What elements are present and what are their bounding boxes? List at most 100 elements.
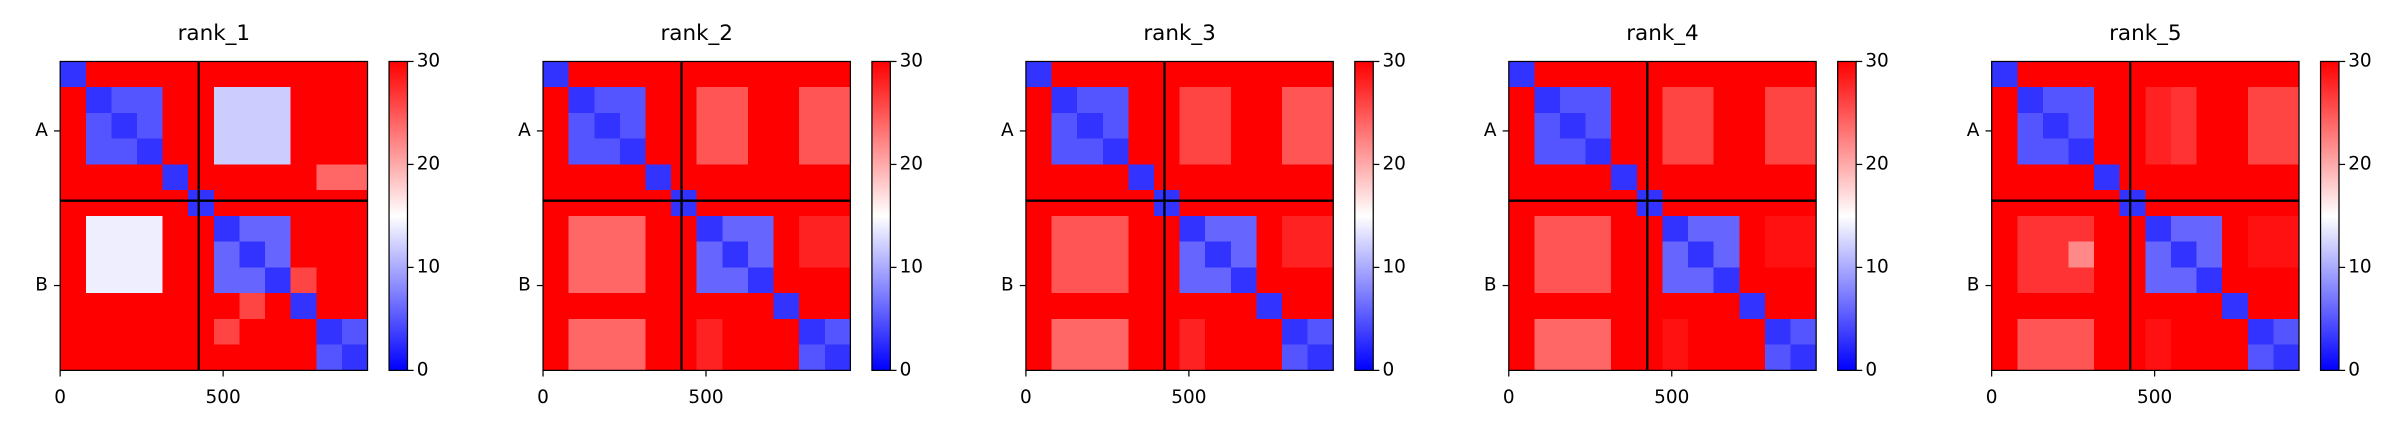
heatmap-cell [162, 241, 189, 268]
heatmap-cell [2119, 241, 2146, 268]
heatmap-cell [2196, 61, 2223, 88]
heatmap-cell [824, 267, 851, 294]
heatmap-cell [2273, 241, 2300, 268]
heatmap-cell [722, 112, 749, 140]
heatmap-cell [1764, 267, 1792, 294]
heatmap-cell [747, 241, 775, 268]
heatmap-cell [1560, 344, 1587, 371]
heatmap-cell [1282, 164, 1309, 191]
heatmap-cell [1585, 318, 1612, 346]
panel: rank_4 0 500 A B 0 10 20 30 [1484, 21, 1889, 408]
heatmap-cell [213, 61, 240, 88]
heatmap-cell [1256, 190, 1283, 217]
heatmap-cell [1534, 241, 1561, 268]
heatmap-cell [1025, 190, 1052, 217]
heatmap-cell [1991, 241, 2018, 268]
heatmap-cell [619, 190, 646, 217]
heatmap-cell [2145, 241, 2172, 268]
heatmap-cell [2247, 318, 2274, 346]
heatmap-cell [2017, 138, 2044, 165]
heatmap-cell [1991, 318, 2018, 346]
heatmap-cell [1179, 318, 1206, 346]
heatmap-cell [316, 318, 343, 346]
heatmap-cell [137, 87, 164, 114]
heatmap-cell [2068, 164, 2095, 191]
heatmap-cell [2042, 318, 2069, 346]
heatmap-cell [1611, 344, 1638, 371]
heatmap-cell [2273, 61, 2300, 88]
heatmap-cell [162, 318, 189, 346]
heatmap-cell [1636, 164, 1663, 191]
heatmap-cell [2119, 190, 2146, 217]
heatmap-cell [2247, 112, 2274, 140]
heatmap-cell [1636, 267, 1663, 294]
heatmap-cell [1636, 344, 1663, 371]
heatmap-cell [594, 164, 621, 191]
heatmap-cell [188, 164, 215, 191]
heatmap-cell [1307, 241, 1334, 268]
colorbar-tick-label: 30 [1865, 50, 1888, 71]
heatmap-cell [1764, 61, 1792, 88]
colorbar-tick-label: 10 [417, 256, 440, 277]
heatmap-cell [2017, 215, 2044, 243]
y-tick-label: A [518, 120, 531, 141]
heatmap-cell [1256, 87, 1283, 114]
heatmap-cell [2145, 138, 2172, 165]
heatmap-cell [671, 241, 698, 268]
heatmap-cell [773, 112, 800, 140]
heatmap-cell [722, 241, 749, 268]
heatmap-cell [1764, 215, 1792, 243]
heatmap-cell [2042, 164, 2069, 191]
heatmap-cell [1077, 61, 1104, 88]
heatmap-cell [1688, 293, 1715, 320]
heatmap-cell [1790, 241, 1817, 268]
heatmap-cell [2170, 293, 2198, 320]
heatmap-cell [2094, 293, 2121, 320]
heatmap-cell [799, 112, 826, 140]
heatmap-cell [1508, 138, 1535, 165]
heatmap-cell [1282, 190, 1309, 217]
heatmap-cell [1256, 215, 1283, 243]
heatmap-cell [2094, 138, 2121, 165]
y-tick-label: B [1967, 275, 1980, 296]
heatmap-cell [1611, 138, 1638, 165]
heatmap-cell [316, 112, 343, 140]
heatmap-cell [2273, 112, 2300, 140]
heatmap-cell [1102, 293, 1129, 320]
y-tick-label: B [518, 275, 531, 296]
heatmap-cell [747, 164, 775, 191]
heatmap-cell [722, 215, 749, 243]
heatmap-cell [213, 215, 240, 243]
heatmap-cell [594, 293, 621, 320]
heatmap-cell [1739, 215, 1766, 243]
heatmap-cell [568, 215, 595, 243]
heatmap-cell [2145, 267, 2172, 294]
heatmap-cell [1560, 293, 1587, 320]
heatmap-cell [1560, 138, 1587, 165]
heatmap-cell [747, 293, 775, 320]
heatmap-cell [1102, 190, 1129, 217]
heatmap-cell [341, 318, 368, 346]
heatmap-cell [773, 318, 800, 346]
heatmap-cell [1991, 87, 2018, 114]
heatmap-cell [213, 164, 240, 191]
heatmap-cell [1662, 241, 1689, 268]
heatmap-cell [1077, 344, 1104, 371]
heatmap-cell [2222, 190, 2249, 217]
heatmap-cell [1585, 241, 1612, 268]
heatmap-cell [341, 138, 368, 165]
colorbar [871, 60, 891, 371]
heatmap-cell [1508, 344, 1535, 371]
heatmap-cell [543, 241, 570, 268]
heatmap-cell [594, 344, 621, 371]
heatmap-cell [1205, 138, 1232, 165]
heatmap-cell [1662, 112, 1689, 140]
heatmap-cell [1205, 344, 1232, 371]
heatmap-cell [1307, 190, 1334, 217]
heatmap-cell [824, 87, 851, 114]
heatmap-cell [2119, 215, 2146, 243]
heatmap-cell [1153, 267, 1181, 294]
heatmap-cell [85, 164, 112, 191]
heatmap-cell [162, 215, 189, 243]
heatmap-cell [2042, 87, 2069, 114]
